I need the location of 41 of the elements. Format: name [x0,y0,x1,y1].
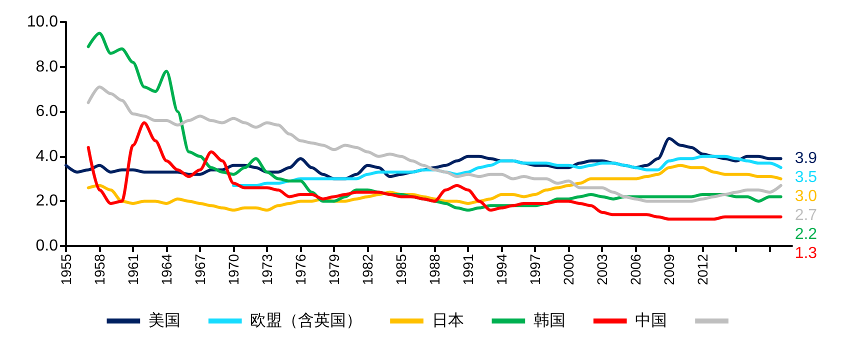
x-tick-label: 1991 [460,254,476,286]
data-label: 2.2 [794,226,818,244]
line-series [86,121,782,221]
x-tick-label: 1964 [158,254,175,286]
data-label: 3.5 [794,169,818,186]
y-tick-label: 6.0 [36,103,58,120]
x-tick-label: 1994 [494,254,510,286]
data-label: 3.9 [794,150,818,168]
legend-label: 日本 [432,312,464,330]
x-tick-label: 1976 [292,254,309,286]
x-tick-label: 1973 [259,254,276,286]
line-series [232,154,782,188]
y-tick-label: 0.0 [36,238,58,254]
line-series [86,164,782,212]
x-tick-label: 1985 [393,254,410,286]
legend-label: 韩国 [533,312,566,330]
data-label: 3.0 [794,188,818,206]
x-tick-label: 1979 [326,254,342,286]
y-tick-label: 10.0 [26,14,58,30]
line-series [86,85,782,203]
y-tick-label: 8.0 [36,58,58,76]
x-tick-label: 1997 [527,254,544,286]
x-tick-label: 1958 [92,254,108,286]
y-tick-label: 2.0 [36,192,58,210]
legend-label: 欧盟（含英国） [250,312,362,330]
x-tick-label: 2006 [628,254,644,286]
x-tick-label: 1967 [192,254,208,286]
x-tick-label: 1982 [360,254,376,286]
data-label: 2.7 [794,207,818,224]
y-tick-label: 4.0 [36,148,58,165]
x-tick-label: 1961 [125,254,142,286]
data-label: 1.3 [794,245,818,262]
x-tick-label: 2009 [661,254,678,286]
x-tick-label: 2003 [594,254,610,286]
x-tick-label: 1970 [226,254,242,286]
x-tick-label: 1955 [58,254,74,286]
x-tick-label: 2000 [560,254,577,286]
x-tick-label: 1988 [426,254,443,286]
legend-label: 中国 [635,312,668,330]
x-tick-label: 2012 [694,254,711,286]
legend-label: 美国 [148,312,180,330]
